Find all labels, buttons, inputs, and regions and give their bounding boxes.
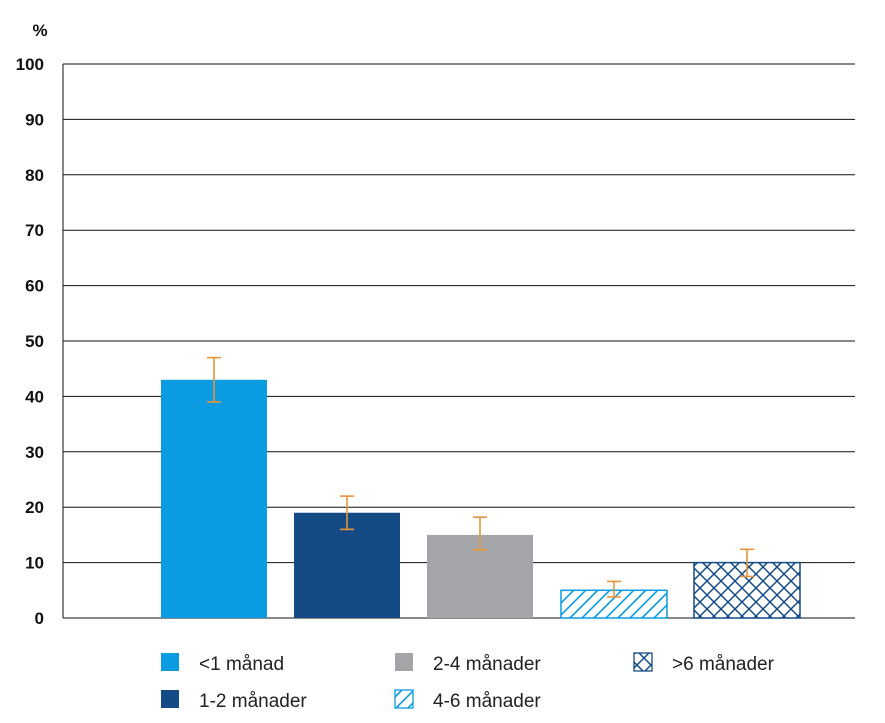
y-tick-label: 50	[25, 332, 44, 351]
legend-item-2: 1-2 månader	[161, 690, 307, 712]
y-tick-label: 30	[25, 443, 44, 462]
error-bar-1	[207, 356, 221, 403]
legend-item-4: 4-6 månader	[394, 689, 541, 712]
legend-item-5: >6 månader	[633, 652, 775, 675]
legend-swatch	[633, 652, 653, 672]
bars	[161, 379, 801, 619]
legend-item-3: 2-4 månader	[395, 653, 541, 675]
y-tick-label: 90	[25, 110, 44, 129]
error-bars	[207, 356, 754, 598]
y-tick-label: 40	[25, 387, 44, 406]
y-tick-label: 80	[25, 166, 44, 185]
legend-swatch	[394, 689, 414, 709]
y-tick-label: 10	[25, 554, 44, 573]
y-tick-label: 0	[35, 609, 44, 628]
bar-2	[294, 512, 400, 618]
legend-item-1: <1 månad	[161, 653, 284, 675]
legend-label: 2-4 månader	[433, 654, 541, 675]
y-tick-label: 70	[25, 221, 44, 240]
error-bar-3	[473, 516, 487, 551]
bar-1	[161, 379, 267, 618]
error-bar-2	[340, 495, 354, 531]
legend-label: <1 månad	[199, 654, 284, 675]
error-bar-4	[607, 580, 621, 598]
error-bar-5	[740, 548, 754, 578]
legend: <1 månad 2-4 månader >6 månader 1-2 månader…	[161, 652, 775, 712]
legend-swatch	[395, 653, 413, 671]
legend-label: 4-6 månader	[433, 691, 541, 712]
legend-label: >6 månader	[672, 654, 775, 675]
legend-swatch	[161, 653, 179, 671]
y-tick-label: 60	[25, 277, 44, 296]
y-tick-label: 100	[16, 55, 44, 74]
legend-swatch	[161, 690, 179, 708]
legend-label: 1-2 månader	[199, 691, 307, 712]
y-axis-label: %	[32, 21, 47, 40]
y-tick-label: 20	[25, 498, 44, 517]
y-axis-ticks: 0 10 20 30 40 50 60 70 80 90 100	[16, 55, 44, 628]
